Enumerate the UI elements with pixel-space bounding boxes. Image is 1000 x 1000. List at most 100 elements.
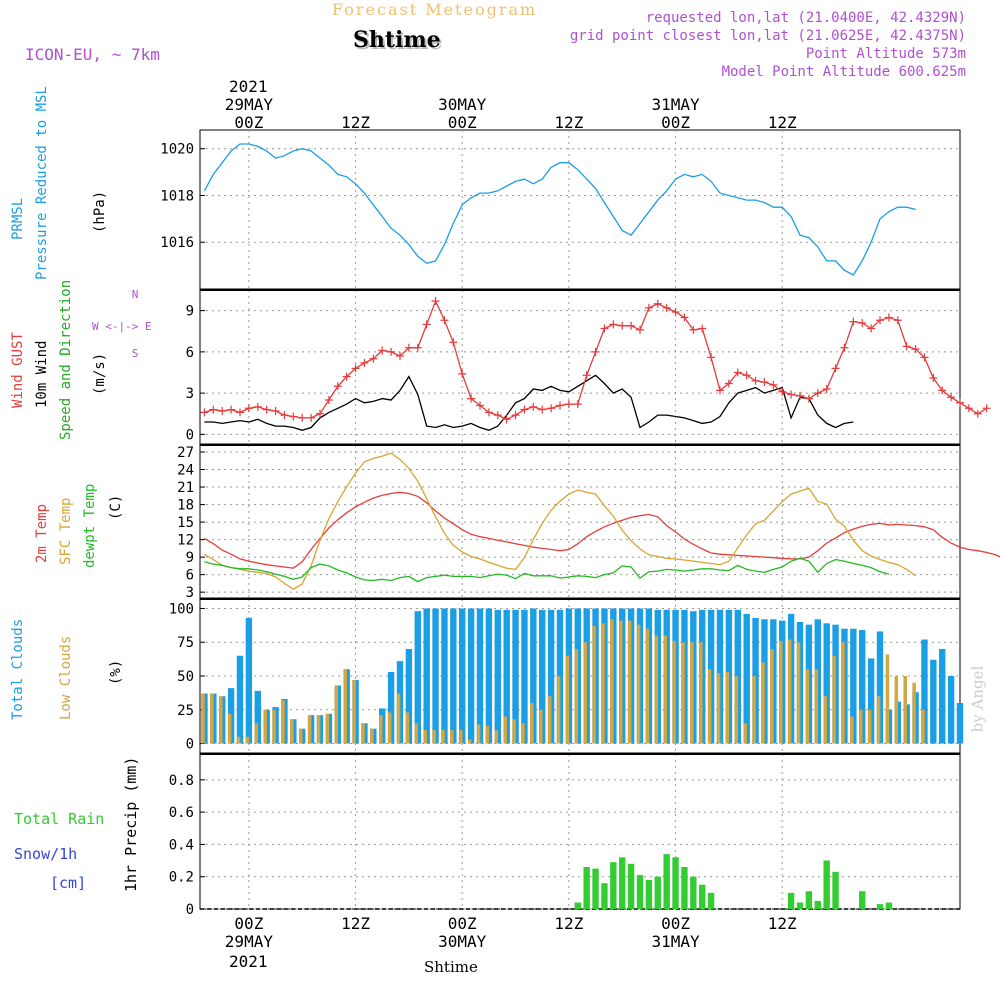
- total-cloud-bar: [405, 648, 413, 744]
- low-cloud-bar: [592, 626, 596, 744]
- gust-marker: [947, 393, 956, 402]
- gust-marker: [564, 400, 573, 409]
- grid-point-location: grid point closest lon,lat (21.0625E, 42…: [569, 28, 966, 44]
- low-cloud-bar: [227, 713, 232, 744]
- rain-bar: [823, 860, 830, 909]
- low-cloud-bar: [885, 654, 890, 744]
- low-cloud-bar: [325, 713, 330, 744]
- total-cloud-bar: [450, 608, 457, 744]
- gust-marker: [742, 371, 751, 380]
- low-cloud-bar: [467, 739, 472, 744]
- pressure-long-label: Pressure Reduced to MSL: [34, 86, 50, 280]
- low-cloud-bar: [236, 736, 241, 744]
- y-tick-label: 3: [186, 386, 194, 402]
- top-time-label: 00Z: [661, 113, 690, 132]
- gust-marker: [982, 404, 991, 413]
- low-cloud-bar: [547, 696, 552, 744]
- low-cloud-bar: [530, 703, 534, 744]
- gust-marker: [804, 394, 813, 403]
- low-cloud-bar: [512, 719, 516, 744]
- low-cloud-bar: [787, 639, 792, 744]
- low-cloud-bar: [752, 676, 756, 744]
- rain-bar: [787, 892, 795, 909]
- low-cloud-bar: [379, 715, 383, 744]
- rain-bar: [636, 875, 644, 909]
- y-tick-label: 9: [186, 550, 194, 566]
- low-cloud-bar: [832, 655, 836, 744]
- gust-marker: [689, 325, 698, 334]
- gust-marker: [360, 358, 369, 367]
- total-cloud-bar: [867, 658, 875, 744]
- gust-marker: [600, 324, 609, 333]
- low-cloud-bar: [299, 728, 303, 744]
- gust-marker: [209, 405, 218, 414]
- top-date-label: 29MAY: [225, 95, 274, 114]
- total-cloud-bar: [236, 655, 244, 744]
- total-cloud-bar: [850, 628, 857, 744]
- low-cloud-bar: [423, 730, 427, 744]
- bottom-date-label: 31MAY: [651, 932, 700, 951]
- pressure-line: [203, 143, 916, 276]
- y-tick-label: 0: [186, 737, 194, 753]
- low-cloud-bar: [219, 696, 223, 744]
- gust-marker: [911, 345, 920, 354]
- total-cloud-bar: [254, 690, 261, 744]
- gust-marker: [262, 405, 271, 414]
- cloud-unit-label: (%): [108, 660, 124, 685]
- gust-marker: [333, 382, 342, 391]
- y-tick-label: 1018: [160, 188, 194, 204]
- low-cloud-bar: [841, 642, 845, 744]
- gust-marker: [280, 411, 289, 420]
- rain-bar: [574, 902, 581, 909]
- low-cloud-bar: [405, 712, 410, 744]
- gust-marker: [769, 380, 778, 389]
- top-date-label: 31MAY: [651, 95, 700, 114]
- low-cloud-bar: [441, 730, 445, 744]
- rain-bar: [805, 891, 813, 909]
- gust-marker: [556, 401, 564, 410]
- wind-dir-label: Speed and Direction: [58, 280, 74, 440]
- total-cloud-bar: [947, 676, 955, 744]
- top-year-label: 2021: [229, 77, 268, 96]
- gust-marker: [867, 324, 876, 333]
- gust-marker: [271, 407, 280, 415]
- low-cloud-bar: [627, 620, 632, 744]
- gust-marker: [298, 413, 307, 422]
- total-cloud-bar: [876, 631, 884, 744]
- low-cloud-bar: [867, 709, 872, 744]
- total-cloud-bar: [521, 609, 528, 744]
- gust-marker: [680, 313, 689, 322]
- gust-marker: [422, 320, 431, 329]
- y-tick-label: 0.6: [169, 805, 194, 821]
- y-tick-label: 18: [177, 498, 194, 514]
- dewpt-label: dewpt Temp: [82, 484, 98, 568]
- wind10-line: [204, 374, 854, 431]
- low-cloud-bar: [663, 635, 667, 744]
- low-cloud-bar: [361, 723, 365, 744]
- low-cloud-bar: [601, 623, 605, 744]
- gust-marker: [573, 400, 582, 409]
- gust-marker: [351, 364, 360, 373]
- y-tick-label: 1016: [160, 235, 194, 251]
- low-cloud-bar: [281, 700, 285, 744]
- low-cloud-bar: [912, 682, 916, 744]
- low-cloud-bar: [556, 676, 561, 744]
- y-tick-label: 50: [177, 669, 194, 685]
- low-cloud-bar: [681, 642, 685, 744]
- y-tick-label: 0: [186, 902, 194, 918]
- total-cloud-bar: [485, 608, 493, 744]
- rain-bar: [859, 891, 866, 909]
- total-cloud-bar: [859, 630, 866, 744]
- bottom-date-label: 30MAY: [438, 932, 487, 951]
- rain-bar: [876, 904, 884, 909]
- gust-marker: [484, 408, 493, 417]
- rain-bar: [619, 857, 626, 909]
- pressure-unit-label: (hPa): [92, 191, 108, 233]
- gust-marker: [627, 321, 636, 330]
- gust-marker: [520, 405, 529, 414]
- rain-bar: [690, 876, 697, 909]
- gust-marker: [324, 396, 333, 404]
- gust-marker: [902, 342, 911, 351]
- gust-marker: [618, 321, 627, 330]
- y-tick-label: 0: [186, 427, 194, 443]
